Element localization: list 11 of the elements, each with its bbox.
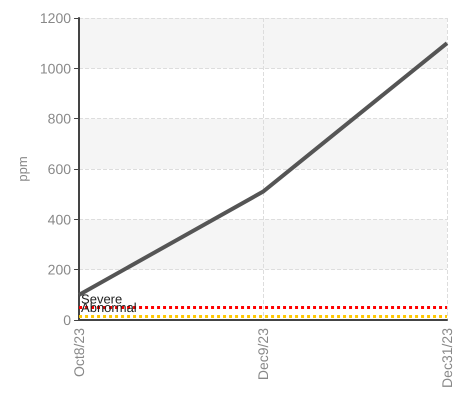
y-tick-label: 200 (48, 262, 72, 278)
y-tick-label: 600 (48, 161, 72, 177)
y-tick-label: 1200 (40, 10, 72, 26)
x-tick-label: Dec31/23 (439, 328, 455, 388)
y-tick-label: 400 (48, 211, 72, 228)
y-tick-label: 800 (48, 110, 72, 127)
y-tick-label: 0 (63, 312, 72, 328)
y-tick-label: 1000 (40, 60, 72, 76)
y-axis-title: ppm (15, 156, 30, 182)
x-tick-label: Oct8/23 (71, 328, 88, 378)
x-tick-label: Dec9/23 (255, 328, 272, 380)
